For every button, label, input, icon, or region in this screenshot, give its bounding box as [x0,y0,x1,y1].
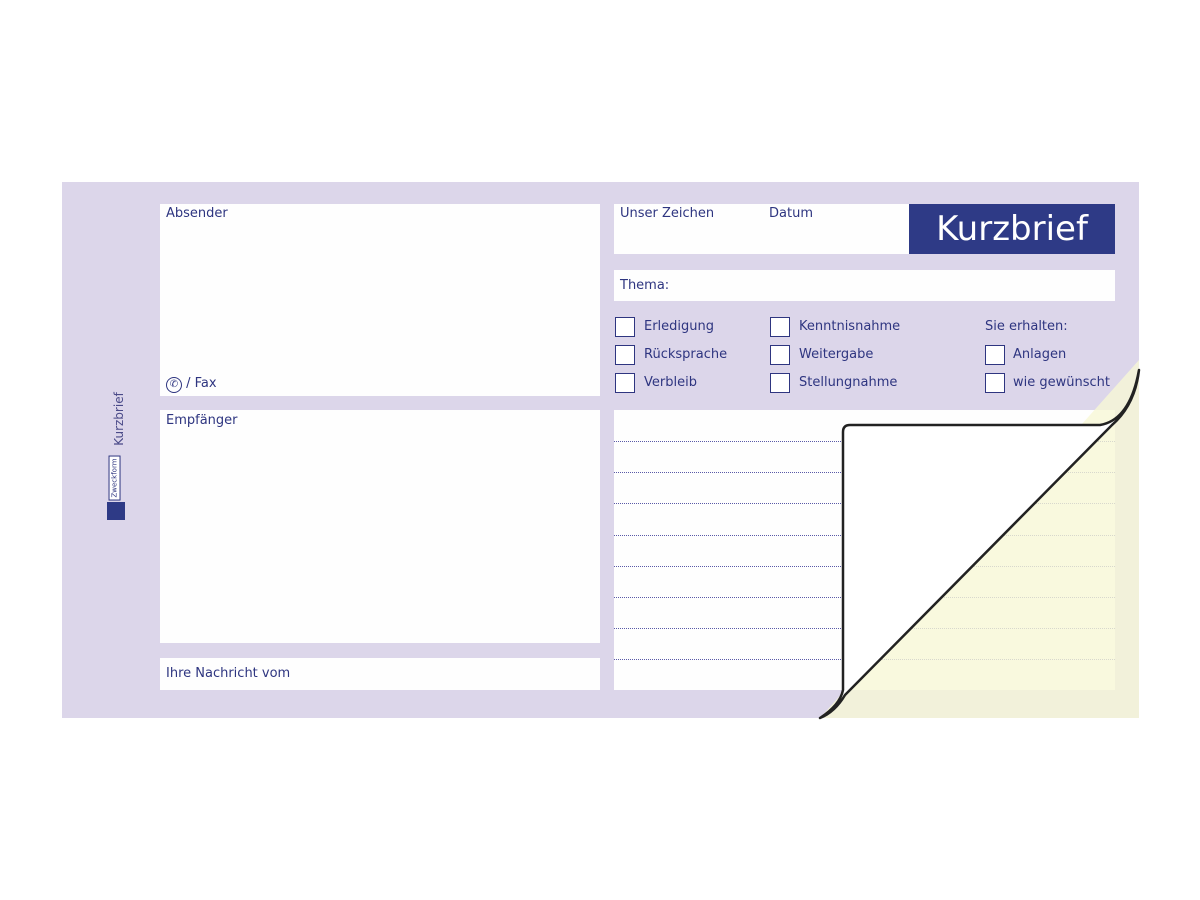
checkbox-label: Rücksprache [644,347,728,362]
spine: Kurzbrief Zweckform [100,392,140,532]
checkbox-label: Anlagen [1013,347,1067,362]
recipient-field[interactable] [160,410,600,643]
white-page-cover [1139,182,1141,360]
subject-label: Thema: [620,278,670,293]
sender-label: Absender [166,206,228,221]
phone-icon: ✆ [166,377,182,393]
your-message-field[interactable] [160,658,600,690]
sender-field[interactable] [160,204,600,396]
checkbox-anlagen[interactable] [985,345,1005,365]
enclosure-heading: Sie erhalten: [985,319,1068,334]
brand-logo: Zweckform [108,455,121,501]
date-label: Datum [769,206,813,221]
checkbox-label: Erledigung [644,319,715,334]
checkbox-weitergabe[interactable] [770,345,790,365]
checkbox-label: Verbleib [644,375,697,390]
phone-fax-label: ✆ / Fax [166,376,217,393]
checkbox-erledigung[interactable] [615,317,635,337]
checkbox-label: Stellungnahme [799,375,898,390]
form-title: Kurzbrief [909,204,1115,254]
recipient-label: Empfänger [166,413,238,428]
subject-field[interactable] [614,270,1115,301]
checkbox-verbleib[interactable] [615,373,635,393]
ref-date-field[interactable] [614,204,909,254]
your-message-label: Ihre Nachricht vom [166,666,291,681]
spine-title: Kurzbrief [111,392,126,446]
our-ref-label: Unser Zeichen [620,206,715,221]
avery-logo-icon [107,502,125,520]
checkbox-stellungnahme[interactable] [770,373,790,393]
checkbox-label: Kenntnisnahme [799,319,901,334]
checkbox-wie-gewuenscht[interactable] [985,373,1005,393]
checkbox-kenntnisnahme[interactable] [770,317,790,337]
checkbox-label: wie gewünscht [1013,375,1110,390]
checkbox-ruecksprache[interactable] [615,345,635,365]
curled-flap [818,368,1141,720]
checkbox-label: Weitergabe [799,347,874,362]
